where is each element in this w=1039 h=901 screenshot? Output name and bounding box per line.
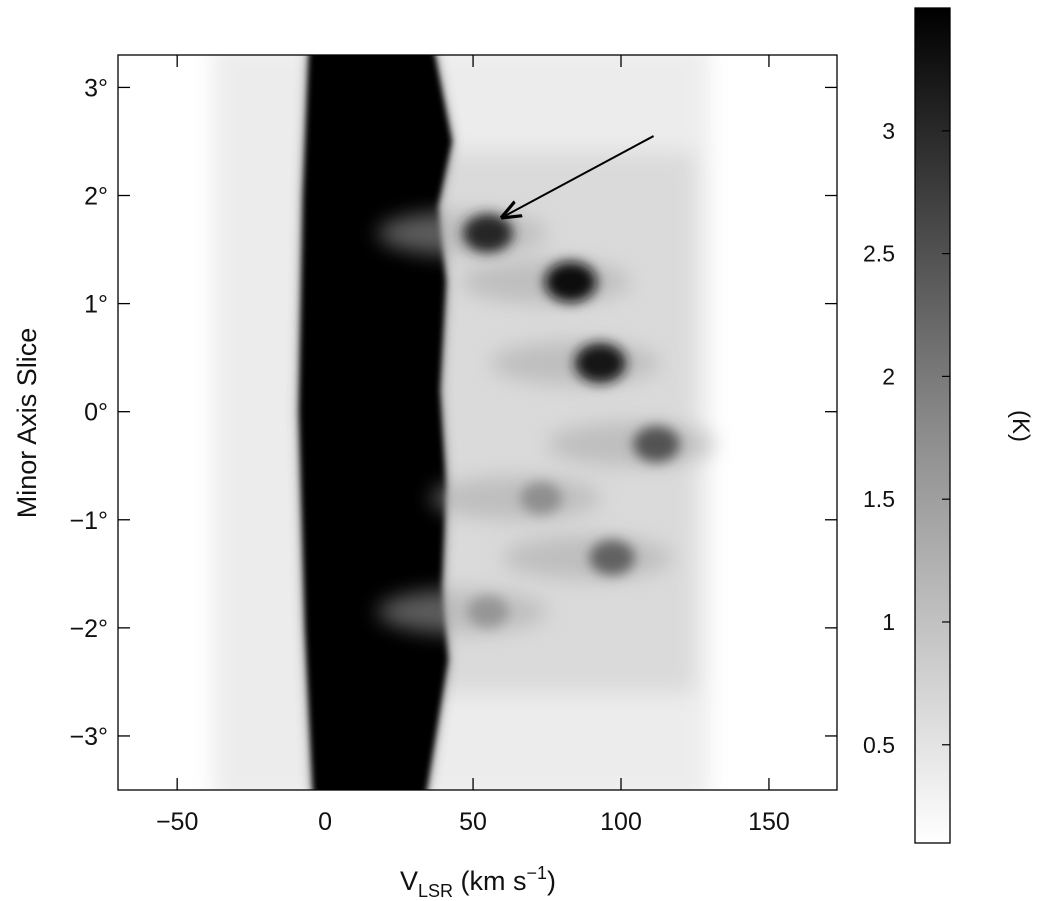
y-tick-label: 3° <box>84 74 108 102</box>
x-tick-label: 50 <box>459 808 487 836</box>
y-tick-label: −2° <box>69 615 108 643</box>
colorbar-tick-label: 1 <box>882 609 895 635</box>
colorbar-gradient <box>914 7 951 844</box>
colorbar-tick-label: 2 <box>882 363 895 389</box>
x-tick-label: 0 <box>318 808 332 836</box>
y-axis-ticks: 3° 2° 1° 0° −1° −2° −3° <box>69 74 837 751</box>
y-tick-label: 1° <box>84 291 108 319</box>
x-tick-label: 100 <box>600 808 642 836</box>
y-tick-label: 0° <box>84 399 108 427</box>
clump <box>462 213 513 253</box>
x-tick-label: −50 <box>156 808 198 836</box>
y-tick-label: −1° <box>69 507 108 535</box>
plot-area: −50 0 50 100 150 3° 2° 1° 0° −1° −2° −3° <box>69 54 838 836</box>
plot-frame <box>117 54 838 791</box>
clump-halo <box>431 476 602 521</box>
y-tick-label: −3° <box>69 723 108 751</box>
clump-halo <box>502 535 673 580</box>
clump <box>467 595 509 628</box>
clump <box>520 482 562 515</box>
clump-halo <box>377 589 548 634</box>
x-axis-label: VLSR (km s−1) <box>400 863 556 901</box>
colorbar-ticks: 3 2.5 2 1.5 1 0.5 <box>863 118 950 758</box>
clump <box>589 540 635 576</box>
colorbar: 3 2.5 2 1.5 1 0.5 (K) <box>863 7 1034 844</box>
colorbar-tick-label: 0.5 <box>863 732 895 758</box>
colorbar-tick-label: 3 <box>882 118 895 144</box>
clump-halo <box>546 422 717 467</box>
colorbar-label: (K) <box>1007 410 1034 442</box>
clump <box>544 261 597 303</box>
clump <box>574 343 626 384</box>
colorbar-tick-label: 2.5 <box>863 241 895 267</box>
annotation-arrow <box>503 135 655 217</box>
x-axis-ticks: −50 0 50 100 150 <box>156 55 790 836</box>
main-emission-band <box>299 55 452 790</box>
heatmap-image <box>212 55 717 790</box>
colorbar-tick-label: 1.5 <box>863 486 895 512</box>
y-axis-label: Minor Axis Slice <box>12 328 42 519</box>
y-tick-label: 2° <box>84 183 108 211</box>
clump <box>633 426 680 463</box>
x-tick-label: 150 <box>748 808 790 836</box>
